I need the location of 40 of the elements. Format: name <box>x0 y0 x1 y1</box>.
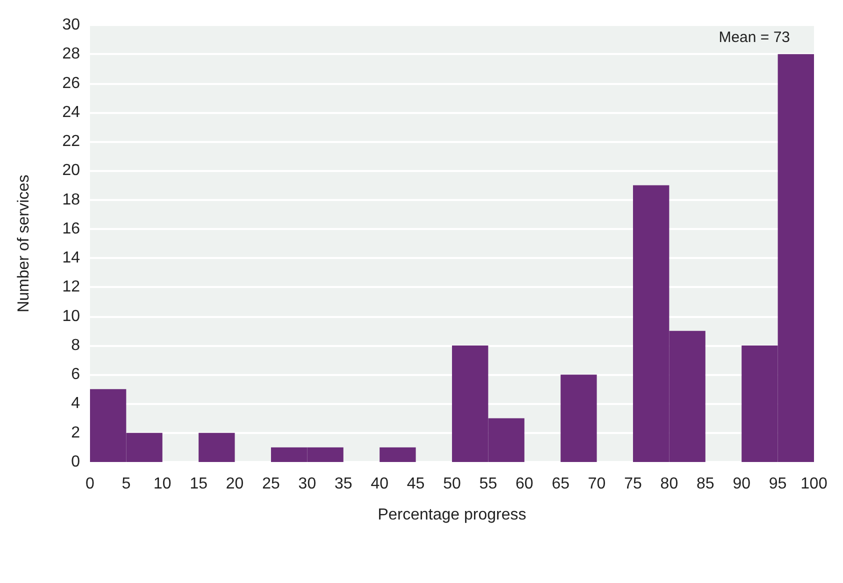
x-tick-label: 90 <box>732 476 751 492</box>
x-tick-label: 30 <box>298 476 316 492</box>
y-tick-label: 8 <box>71 336 80 354</box>
y-tick-label: 22 <box>62 133 80 150</box>
annotation: Mean = 73 <box>718 29 790 46</box>
x-tick-label: 60 <box>516 476 534 492</box>
y-tick-label: 14 <box>62 250 80 267</box>
y-tick-label: 10 <box>62 308 80 325</box>
x-tick-label: 50 <box>443 476 461 492</box>
x-tick-label: 95 <box>768 476 787 492</box>
y-tick-label: 2 <box>71 424 80 442</box>
x-tick-label: 10 <box>154 476 172 492</box>
y-tick-label: 18 <box>62 191 80 208</box>
x-tick-label: 70 <box>588 476 606 492</box>
y-axis-title: Number of services <box>16 174 32 312</box>
x-tick-label: 25 <box>262 476 280 492</box>
x-tick-label: 100 <box>800 476 828 492</box>
y-tick-label: 24 <box>62 104 80 121</box>
x-tick-label: 45 <box>406 476 425 492</box>
x-tick-label: 65 <box>552 476 570 492</box>
x-tick-label: 75 <box>624 476 642 492</box>
x-tick-label: 5 <box>122 476 131 492</box>
x-tick-label: 20 <box>226 476 244 492</box>
y-tick-label: 6 <box>71 366 80 384</box>
x-tick-label: 0 <box>86 476 95 492</box>
y-tick-label: 16 <box>62 220 80 238</box>
y-tick-label: 0 <box>71 454 80 470</box>
x-tick-label: 35 <box>334 476 352 492</box>
x-tick-label: 80 <box>660 476 678 492</box>
x-axis-title: Percentage progress <box>378 506 526 524</box>
y-tick-label: 30 <box>62 16 80 34</box>
x-tick-label: 85 <box>696 476 714 492</box>
y-tick-label: 26 <box>62 74 80 92</box>
y-tick-label: 12 <box>62 278 80 296</box>
y-tick-label: 20 <box>62 162 80 180</box>
x-tick-label: 15 <box>190 476 208 492</box>
y-tick-label: 28 <box>62 46 80 63</box>
y-tick-label: 4 <box>71 395 80 412</box>
x-tick-label: 55 <box>479 476 498 492</box>
x-tick-label: 40 <box>370 476 389 492</box>
